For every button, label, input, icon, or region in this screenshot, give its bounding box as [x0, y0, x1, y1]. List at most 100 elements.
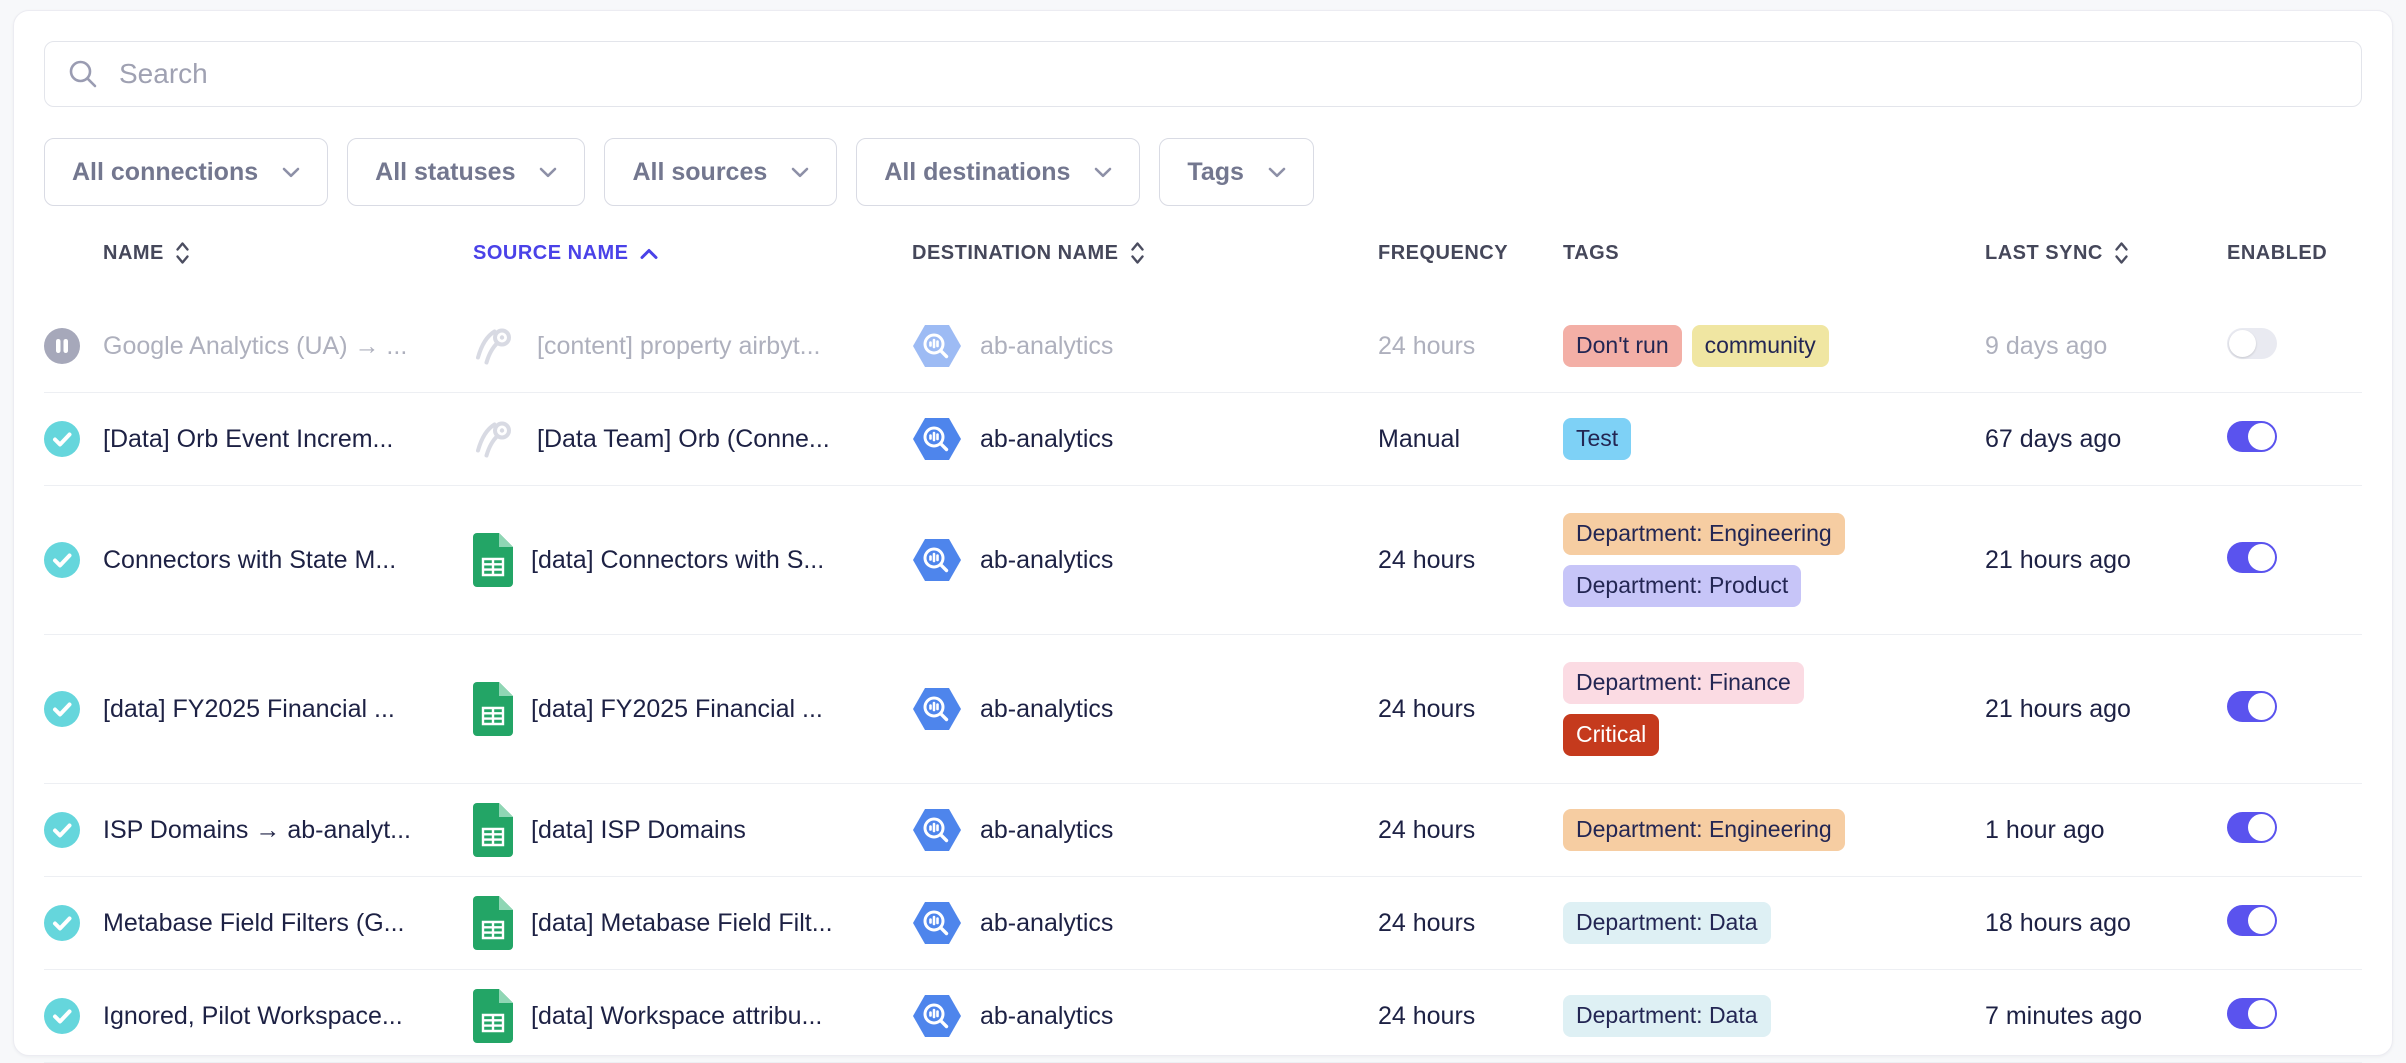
destination-name[interactable]: ab-analytics	[980, 424, 1114, 453]
connection-name[interactable]: ISP Domains → ab-analyt...	[103, 815, 412, 844]
table-row[interactable]: [data] FY2025 Financial ... [data] FY202…	[44, 635, 2362, 784]
chevron-down-icon	[282, 167, 300, 178]
tag[interactable]: Don't run	[1563, 325, 1682, 367]
table-row[interactable]: Ignored, Pilot Workspace... [data] Works…	[44, 970, 2362, 1063]
filter-bar: All connections All statuses All sources…	[44, 138, 2362, 206]
sort-ascending-icon	[639, 247, 659, 260]
enabled-toggle[interactable]	[2227, 421, 2277, 452]
destination-name[interactable]: ab-analytics	[980, 815, 1114, 844]
tag[interactable]: Department: Data	[1563, 995, 1771, 1037]
column-header-frequency: FREQUENCY	[1378, 241, 1509, 264]
enabled-toggle[interactable]	[2227, 542, 2277, 573]
enabled-toggle[interactable]	[2227, 905, 2277, 936]
connection-name[interactable]: [Data] Orb Event Increm...	[103, 424, 394, 453]
enabled-toggle[interactable]	[2227, 998, 2277, 1029]
toggle-knob	[2248, 907, 2275, 934]
toggle-knob	[2248, 1000, 2275, 1027]
last-sync: 1 hour ago	[1985, 815, 2105, 844]
frequency: 24 hours	[1378, 331, 1476, 360]
enabled-toggle[interactable]	[2227, 691, 2277, 722]
filter-label: All connections	[72, 157, 259, 186]
source-name[interactable]: [data] ISP Domains	[531, 815, 746, 844]
tags-cell: Department: Engineering	[1563, 809, 1985, 851]
filter-all-connections[interactable]: All connections	[44, 138, 329, 206]
filter-tags[interactable]: Tags	[1159, 138, 1314, 206]
table-row[interactable]: [Data] Orb Event Increm... [Data Team] O…	[44, 393, 2362, 486]
tags-cell: Test	[1563, 418, 1985, 460]
toggle-knob	[2248, 423, 2275, 450]
success-status-icon	[44, 542, 80, 578]
table-row[interactable]: Connectors with State M... [data] Connec…	[44, 486, 2362, 635]
tag[interactable]: Critical	[1563, 714, 1660, 756]
bigquery-connector-icon	[912, 808, 962, 852]
success-status-icon	[44, 998, 80, 1034]
search-icon	[67, 58, 99, 90]
filter-all-statuses[interactable]: All statuses	[347, 138, 586, 206]
search-box[interactable]	[44, 41, 2362, 107]
destination-name[interactable]: ab-analytics	[980, 545, 1114, 574]
success-status-icon	[44, 905, 80, 941]
search-input[interactable]	[117, 57, 2339, 91]
column-header-tags: TAGS	[1563, 241, 1620, 264]
tag[interactable]: Department: Data	[1563, 902, 1771, 944]
tag[interactable]: Test	[1563, 418, 1632, 460]
source-name[interactable]: [data] Workspace attribu...	[531, 1001, 823, 1030]
source-name[interactable]: [data] Metabase Field Filt...	[531, 908, 833, 937]
google-sheets-connector-icon	[473, 896, 513, 950]
sort-icon	[2113, 239, 2130, 267]
column-header-source-name[interactable]: SOURCE NAME	[473, 242, 912, 265]
tags-cell: Department: Finance Critical	[1563, 662, 1985, 756]
chevron-down-icon	[1094, 167, 1112, 178]
source-name[interactable]: [content] property airbyt...	[537, 331, 821, 360]
table-row[interactable]: Metabase Field Filters (G... [data] Meta…	[44, 877, 2362, 970]
tags-cell: Department: Data	[1563, 995, 1985, 1037]
column-header-last-sync[interactable]: LAST SYNC	[1985, 239, 2227, 267]
filter-label: All sources	[632, 157, 768, 186]
filter-all-destinations[interactable]: All destinations	[856, 138, 1141, 206]
tag[interactable]: Department: Product	[1563, 565, 1802, 607]
filter-all-sources[interactable]: All sources	[604, 138, 838, 206]
bigquery-connector-icon	[912, 538, 962, 582]
frequency: 24 hours	[1378, 815, 1476, 844]
frequency: 24 hours	[1378, 908, 1476, 937]
tag[interactable]: Department: Engineering	[1563, 513, 1845, 555]
frequency: 24 hours	[1378, 694, 1476, 723]
bigquery-connector-icon	[912, 994, 962, 1038]
enabled-toggle[interactable]	[2227, 812, 2277, 843]
success-status-icon	[44, 691, 80, 727]
connection-name[interactable]: Ignored, Pilot Workspace...	[103, 1001, 403, 1030]
connection-name[interactable]: Metabase Field Filters (G...	[103, 908, 405, 937]
destination-name[interactable]: ab-analytics	[980, 1001, 1114, 1030]
frequency: Manual	[1378, 424, 1460, 453]
tags-cell: Department: Engineering Department: Prod…	[1563, 513, 1985, 607]
airbyte-connector-icon	[473, 416, 519, 462]
destination-name[interactable]: ab-analytics	[980, 694, 1114, 723]
google-sheets-connector-icon	[473, 803, 513, 857]
toggle-knob	[2248, 693, 2275, 720]
bigquery-connector-icon	[912, 901, 962, 945]
table-row[interactable]: Google Analytics (UA) → ... [content] pr…	[44, 300, 2362, 393]
tag[interactable]: Department: Engineering	[1563, 809, 1845, 851]
destination-name[interactable]: ab-analytics	[980, 331, 1114, 360]
connection-name[interactable]: [data] FY2025 Financial ...	[103, 694, 395, 723]
connection-name[interactable]: Connectors with State M...	[103, 545, 397, 574]
frequency: 24 hours	[1378, 1001, 1476, 1030]
last-sync: 7 minutes ago	[1985, 1001, 2143, 1030]
tag[interactable]: community	[1691, 325, 1829, 367]
column-header-name[interactable]: NAME	[103, 239, 473, 267]
column-header-enabled: ENABLED	[2227, 241, 2328, 264]
toggle-knob	[2229, 330, 2256, 357]
table-row[interactable]: ISP Domains → ab-analyt... [data] ISP Do…	[44, 784, 2362, 877]
source-name[interactable]: [data] Connectors with S...	[531, 545, 825, 574]
source-name[interactable]: [Data Team] Orb (Conne...	[537, 424, 830, 453]
last-sync: 21 hours ago	[1985, 545, 2131, 574]
connection-name[interactable]: Google Analytics (UA) → ...	[103, 331, 408, 360]
bigquery-connector-icon	[912, 417, 962, 461]
column-header-destination-name[interactable]: DESTINATION NAME	[912, 239, 1378, 267]
connections-panel: All connections All statuses All sources…	[13, 10, 2393, 1063]
enabled-toggle[interactable]	[2227, 328, 2277, 359]
tags-cell: Department: Data	[1563, 902, 1985, 944]
destination-name[interactable]: ab-analytics	[980, 908, 1114, 937]
source-name[interactable]: [data] FY2025 Financial ...	[531, 694, 823, 723]
tag[interactable]: Department: Finance	[1563, 662, 1804, 704]
